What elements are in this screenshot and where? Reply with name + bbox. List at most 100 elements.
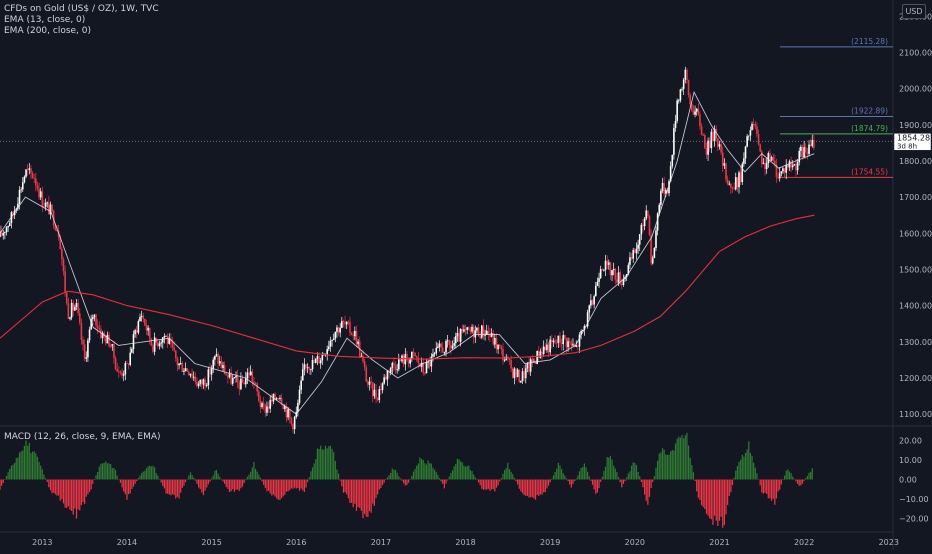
macd-bar (18, 452, 21, 480)
candle-body (800, 146, 802, 151)
macd-bar (75, 479, 78, 519)
price-tick-label: 2000.00 (899, 85, 932, 94)
candle-body (212, 359, 215, 369)
candle-body (708, 140, 711, 149)
macd-bar (396, 472, 398, 480)
candle-body (119, 371, 122, 373)
macd-bar (202, 479, 205, 496)
candle-body (583, 326, 586, 331)
candle-body (521, 371, 524, 381)
macd-bar (668, 454, 670, 480)
macd-bar (772, 479, 774, 499)
candle-body (311, 359, 314, 370)
price-tick-label: 1900.00 (899, 121, 932, 130)
ema200-legend[interactable]: EMA (200, close, 0) (4, 26, 92, 36)
candle-body (761, 151, 763, 164)
macd-bar (806, 475, 808, 480)
macd-bar (430, 463, 432, 480)
macd-bar (129, 479, 131, 494)
candle-body (354, 330, 356, 337)
macd-bar (360, 479, 362, 511)
candle-body (614, 268, 617, 280)
candle-body (653, 247, 656, 258)
macd-bar (425, 464, 428, 480)
macd-bar (103, 463, 105, 480)
macd-bar (258, 474, 260, 480)
candle-body (148, 327, 151, 340)
macd-bar (574, 479, 576, 482)
macd-bar (230, 479, 232, 492)
candle-body (767, 153, 770, 164)
candle-body (411, 351, 413, 359)
macd-bar (619, 479, 621, 483)
candle-body (262, 403, 265, 406)
macd-bar (793, 478, 795, 480)
candle-body (127, 363, 130, 365)
macd-bar (601, 476, 603, 480)
chart-title[interactable]: CFDs on Gold (US$ / OZ), 1W, TVC (4, 4, 159, 14)
candle-body (537, 350, 540, 358)
macd-bar (315, 459, 317, 480)
macd-bar (658, 453, 660, 480)
macd-bar (609, 455, 612, 480)
candle-body (738, 172, 740, 188)
macd-bar (383, 479, 385, 483)
macd-bar (101, 463, 104, 480)
macd-bar (124, 479, 126, 495)
macd-bar (720, 479, 722, 517)
macd-bar (756, 473, 758, 480)
macd-bar (492, 479, 494, 490)
macd-bar (56, 479, 58, 496)
candle-body (783, 168, 786, 173)
candle-body (697, 108, 700, 115)
macd-bar (767, 479, 769, 499)
macd-bar (145, 468, 148, 480)
time-tick-label: 2015 (201, 538, 221, 547)
candle-body (77, 302, 79, 314)
macd-bar (639, 476, 641, 480)
candle-body (796, 162, 799, 171)
candle-body (256, 383, 258, 392)
macd-legend[interactable]: MACD (12, 26, close, 9, EMA, EMA) (4, 432, 161, 442)
candle-body (686, 69, 688, 81)
candle-body (632, 249, 635, 259)
candle-body (572, 344, 574, 346)
macd-bar (780, 479, 782, 485)
candle-body (184, 368, 187, 372)
currency-button[interactable]: USD (902, 4, 926, 19)
candle-body (471, 326, 473, 332)
macd-bar (582, 466, 584, 480)
candle-body (489, 334, 491, 337)
candle-body (469, 329, 472, 332)
candle-body (622, 278, 625, 286)
candle-body (218, 361, 221, 364)
macd-bar (196, 479, 198, 484)
candle-body (31, 172, 34, 178)
candle-body (466, 327, 468, 330)
macd-bar (150, 466, 152, 480)
macd-bar (757, 479, 760, 480)
macd-bar (222, 479, 224, 482)
macd-bar (180, 479, 182, 493)
candle-body (734, 177, 737, 190)
macd-bar (644, 479, 646, 495)
macd-bar (92, 479, 94, 484)
ema13-legend[interactable]: EMA (13, close, 0) (4, 15, 86, 25)
candle-body (803, 147, 805, 158)
macd-bar (292, 479, 294, 489)
macd-bar (54, 479, 56, 495)
candle-body (437, 346, 439, 349)
macd-bar (652, 479, 654, 482)
candle-body (549, 339, 551, 353)
macd-bar (97, 472, 99, 480)
macd-bar (372, 479, 374, 504)
macd-bar (228, 479, 231, 493)
candle-body (337, 327, 340, 333)
macd-bar (486, 479, 488, 490)
macd-bar (733, 477, 735, 480)
macd-bar (420, 459, 423, 480)
macd-bar (534, 479, 537, 500)
macd-bar (110, 464, 112, 480)
